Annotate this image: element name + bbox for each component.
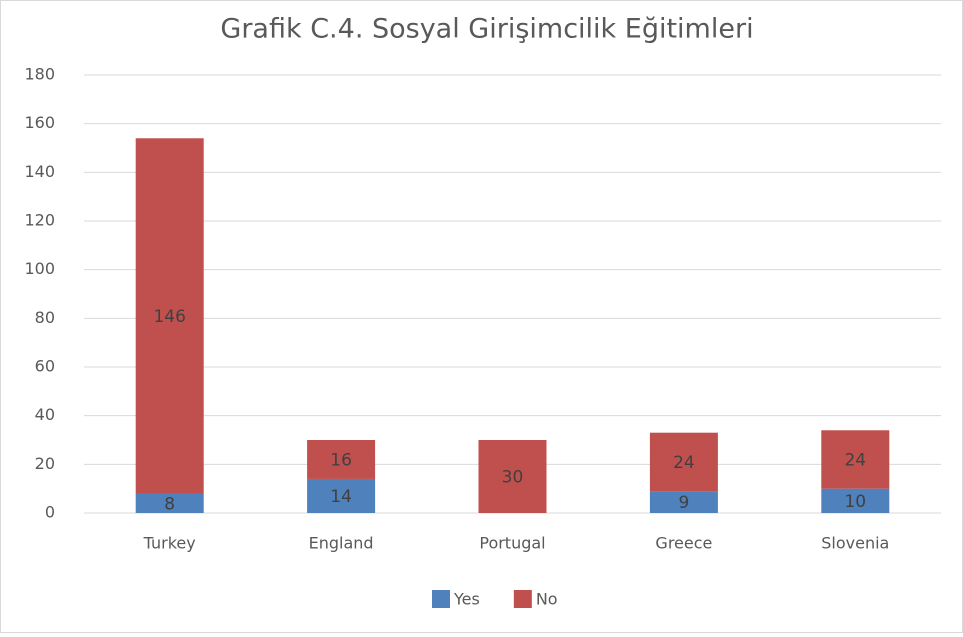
y-tick-label: 80	[35, 308, 55, 327]
y-tick-label: 160	[24, 113, 55, 132]
y-tick-label: 140	[24, 162, 55, 181]
x-tick-label: Greece	[655, 534, 712, 553]
bar-segment	[307, 478, 376, 513]
y-tick-label: 0	[45, 503, 55, 522]
bar-segment	[821, 488, 890, 513]
bar-segment	[821, 430, 890, 489]
y-tick-label: 60	[35, 357, 55, 376]
legend-label: No	[536, 590, 558, 609]
data-label: 146	[153, 307, 185, 327]
y-tick-label: 40	[35, 405, 55, 424]
bar-segment	[649, 491, 718, 513]
bar-segment	[307, 440, 376, 479]
x-tick-label: England	[309, 534, 374, 553]
chart-title: Grafik C.4. Sosyal Girişimcilik Eğitimle…	[220, 14, 753, 45]
bar-segment	[649, 432, 718, 492]
bar-segment	[478, 440, 547, 513]
data-label: 24	[673, 453, 695, 473]
x-tick-label: Slovenia	[821, 534, 889, 553]
data-label: 8	[164, 494, 175, 514]
y-tick-label: 120	[24, 211, 55, 230]
data-label: 14	[330, 487, 352, 507]
data-label: 10	[844, 492, 866, 512]
y-tick-label: 100	[24, 259, 55, 278]
x-tick-label: Turkey	[143, 534, 196, 553]
data-label: 16	[330, 450, 352, 470]
x-tick-label: Portugal	[479, 534, 545, 553]
bar-segment	[135, 493, 204, 513]
data-label: 30	[502, 468, 524, 488]
y-tick-label: 180	[24, 65, 55, 84]
bar-segment	[135, 138, 204, 494]
legend-label: Yes	[453, 590, 480, 609]
data-label: 24	[844, 450, 866, 470]
data-label: 9	[678, 493, 689, 513]
legend-swatch	[432, 590, 450, 608]
legend-swatch	[513, 590, 532, 608]
y-tick-label: 20	[35, 454, 55, 473]
